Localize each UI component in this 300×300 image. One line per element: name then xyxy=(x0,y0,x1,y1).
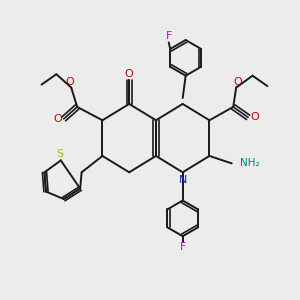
Text: F: F xyxy=(166,32,172,41)
Text: F: F xyxy=(179,242,186,253)
Text: O: O xyxy=(125,69,134,79)
Text: O: O xyxy=(233,76,242,87)
Text: O: O xyxy=(65,76,74,87)
Text: O: O xyxy=(250,112,259,122)
Text: N: N xyxy=(178,175,187,185)
Text: S: S xyxy=(56,149,63,159)
Text: NH₂: NH₂ xyxy=(240,158,260,168)
Text: O: O xyxy=(53,114,62,124)
